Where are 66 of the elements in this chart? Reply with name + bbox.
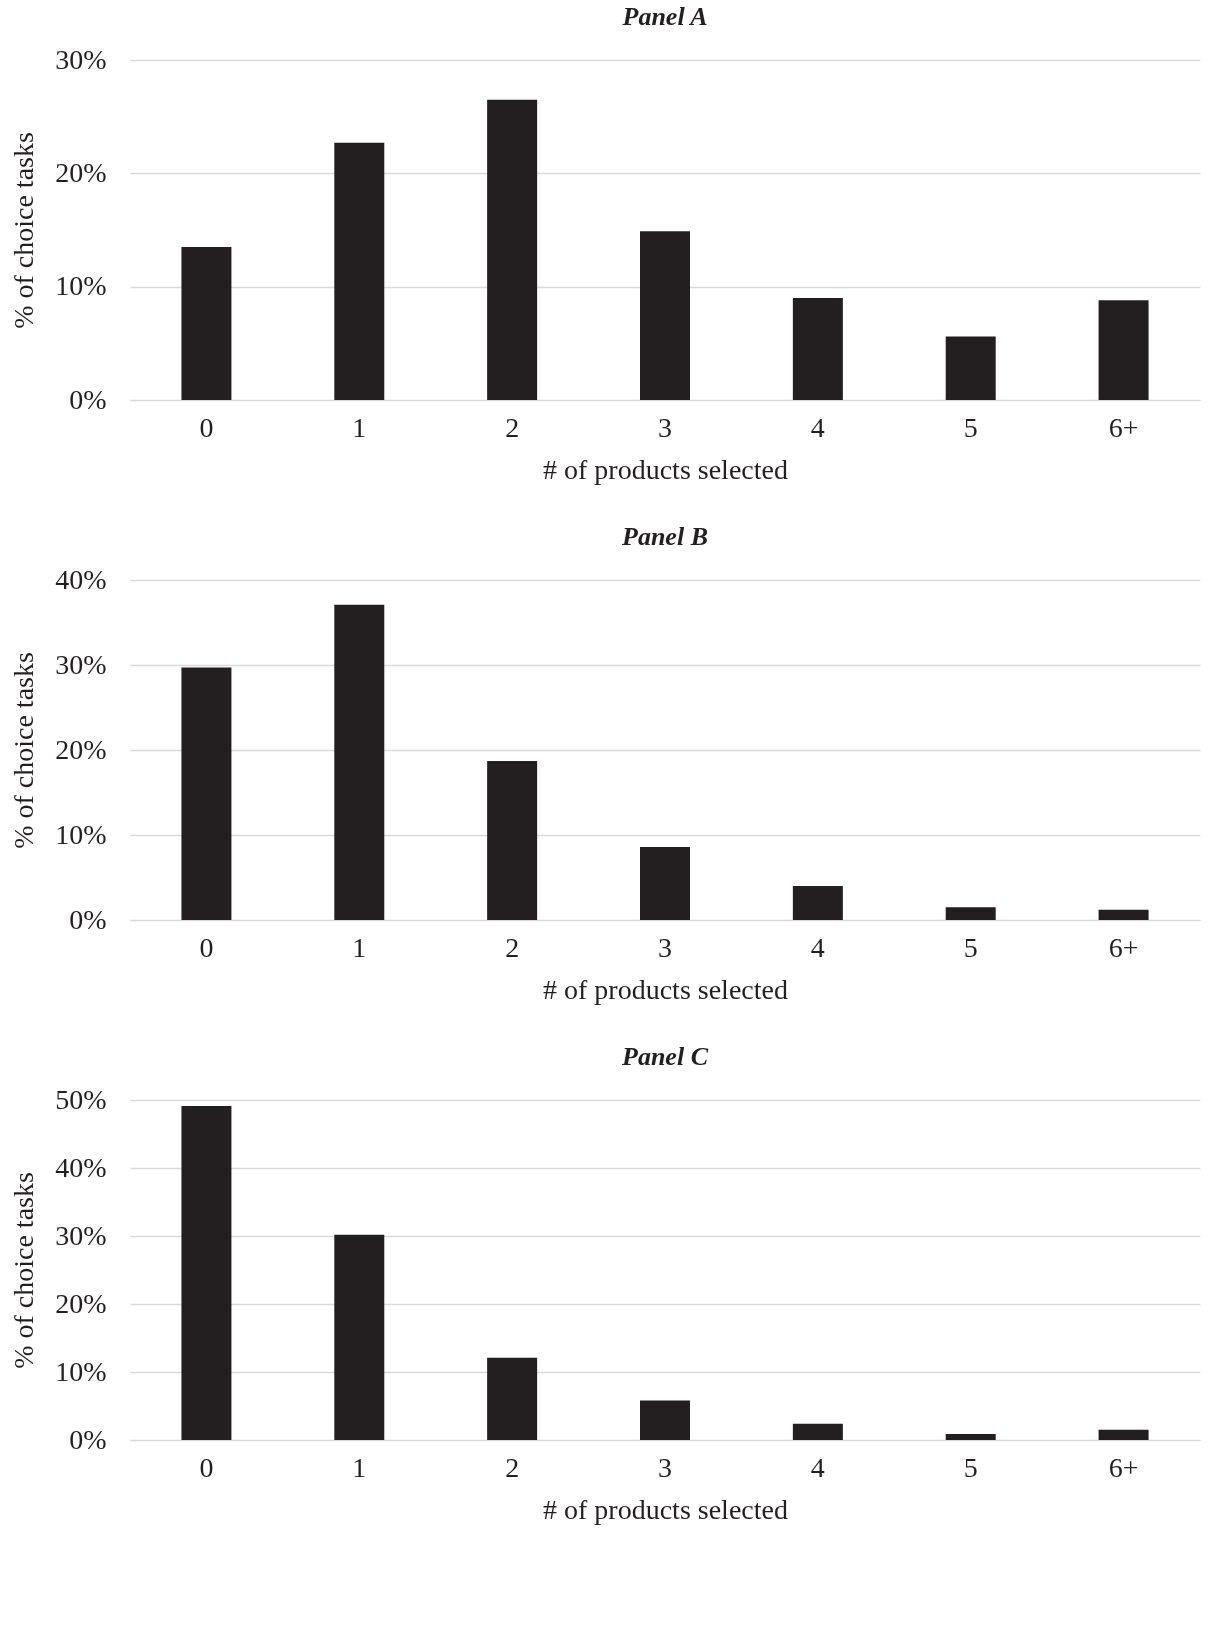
x-tick-label: 6+ — [1108, 931, 1139, 963]
x-tick-label: 3 — [658, 1451, 672, 1483]
x-tick-label: 4 — [810, 931, 825, 963]
bar — [945, 1433, 996, 1440]
x-tick-label: 2 — [505, 411, 520, 443]
bar — [1098, 909, 1149, 920]
bar — [640, 846, 690, 920]
x-tick-label: 4 — [810, 1451, 825, 1483]
x-tick-label: 0 — [199, 1451, 214, 1483]
bar — [792, 1423, 843, 1440]
x-axis-title: # of products selected — [543, 973, 788, 1005]
y-tick-label: 0% — [69, 903, 107, 935]
x-tick-label: 5 — [963, 931, 978, 963]
chart-title: Panel C — [621, 1042, 709, 1071]
x-tick-label: 6+ — [1108, 1451, 1139, 1483]
bar — [945, 336, 996, 400]
bar — [487, 1357, 538, 1440]
bar — [1098, 1429, 1149, 1440]
x-tick-label: 3 — [658, 411, 672, 443]
y-tick-label: 10% — [55, 1355, 107, 1387]
y-axis-title: % of choice tasks — [8, 652, 40, 849]
x-tick-label: 2 — [505, 931, 520, 963]
bar — [792, 886, 843, 920]
x-tick-label: 1 — [352, 1451, 367, 1483]
x-tick-label: 0 — [199, 411, 214, 443]
bar — [334, 142, 385, 400]
x-tick-label: 3 — [658, 931, 672, 963]
y-tick-label: 40% — [55, 1151, 107, 1183]
y-tick-label: 30% — [55, 1219, 107, 1251]
bar — [181, 1106, 232, 1440]
y-tick-label: 0% — [69, 1423, 107, 1455]
x-axis-title: # of products selected — [543, 1493, 788, 1525]
x-axis-title: # of products selected — [543, 453, 788, 485]
x-tick-label: 2 — [505, 1451, 520, 1483]
x-tick-label: 6+ — [1108, 411, 1139, 443]
y-tick-label: 10% — [55, 818, 107, 850]
y-axis-title: % of choice tasks — [8, 1172, 40, 1369]
bar — [181, 247, 232, 400]
bar — [640, 231, 690, 400]
x-tick-label: 5 — [963, 1451, 978, 1483]
y-tick-label: 30% — [55, 43, 107, 75]
bar — [487, 99, 538, 400]
y-axis-title: % of choice tasks — [8, 132, 40, 329]
y-tick-label: 20% — [55, 156, 107, 188]
bar — [334, 1234, 385, 1440]
x-tick-label: 5 — [963, 411, 978, 443]
y-tick-label: 10% — [55, 270, 107, 302]
bar — [181, 667, 232, 920]
y-tick-label: 20% — [55, 733, 107, 765]
x-tick-label: 0 — [199, 931, 214, 963]
x-tick-label: 1 — [352, 411, 367, 443]
y-tick-label: 0% — [69, 383, 107, 415]
x-tick-label: 1 — [352, 931, 367, 963]
bar — [640, 1400, 690, 1440]
y-tick-label: 20% — [55, 1287, 107, 1319]
bar — [334, 604, 385, 920]
chart-title: Panel B — [621, 522, 708, 551]
bar — [945, 907, 996, 920]
bar — [487, 761, 538, 920]
y-tick-label: 50% — [55, 1083, 107, 1115]
y-tick-label: 30% — [55, 648, 107, 680]
bar — [792, 298, 843, 400]
chart-title: Panel A — [621, 2, 708, 31]
x-tick-label: 4 — [810, 411, 825, 443]
bar — [1098, 300, 1149, 400]
y-tick-label: 40% — [55, 563, 107, 595]
